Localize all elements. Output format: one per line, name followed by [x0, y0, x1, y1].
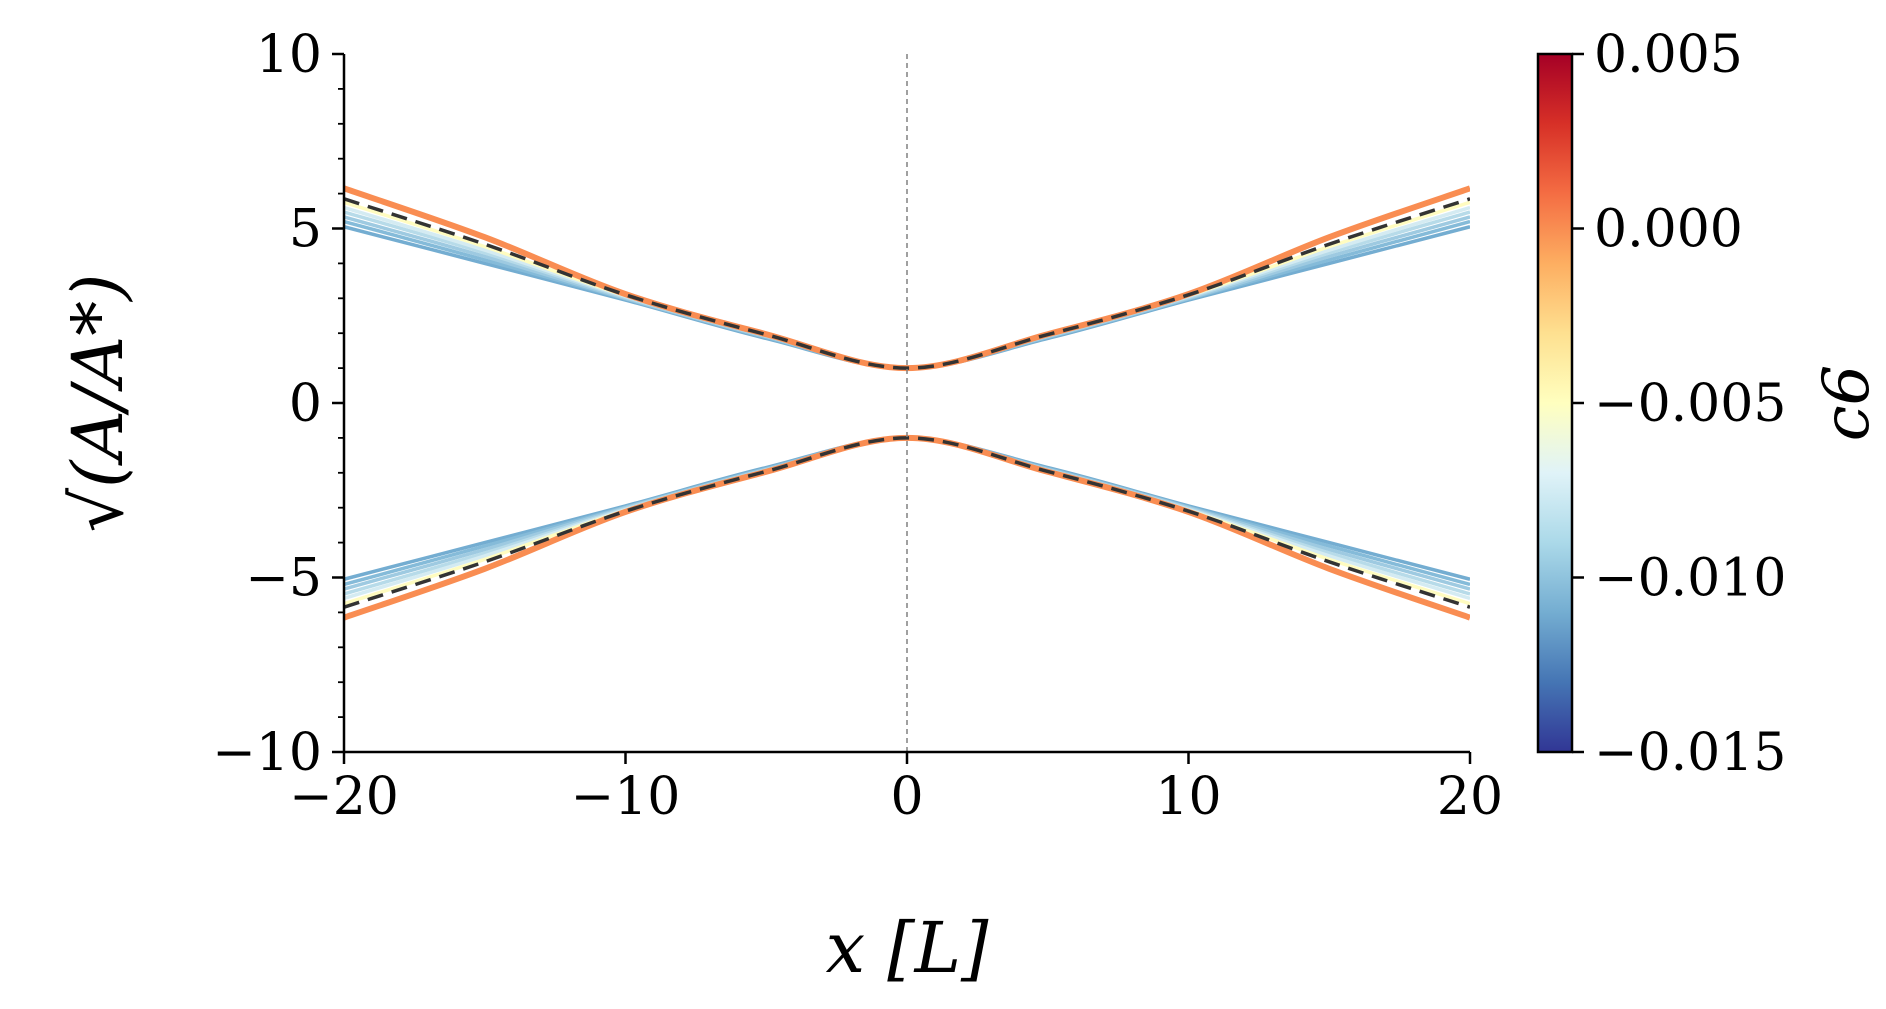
y-axis-ticks: 10 5 0 −5 −10	[212, 25, 344, 783]
colorbar-title: c6	[1810, 365, 1884, 442]
colorbar-tick-label: −0.005	[1594, 374, 1786, 434]
x-tick-label: −20	[289, 767, 399, 827]
x-tick-label: 10	[1155, 767, 1221, 827]
y-tick-label: 0	[289, 374, 322, 434]
y-tick-label: 10	[256, 25, 322, 85]
reference-curve-upper	[344, 197, 1470, 370]
reference-curve-lower	[344, 436, 1470, 609]
x-axis-title: x [L]	[826, 907, 990, 989]
x-tick-label: 20	[1437, 767, 1503, 827]
x-tick-label: 0	[890, 767, 923, 827]
colorbar-tick-label: −0.010	[1594, 549, 1786, 609]
colorbar-ticks: 0.005 0.000 −0.005 −0.010 −0.015	[1572, 25, 1786, 783]
x-tick-label: −10	[571, 767, 681, 827]
y-tick-label: −5	[245, 549, 322, 609]
y-tick-label: −10	[212, 723, 322, 783]
series-line-upper-6	[344, 185, 1470, 372]
colorbar-tick-label: 0.000	[1594, 200, 1743, 260]
y-axis-title: √(A/A*)	[57, 274, 139, 533]
reference-curve-layer	[344, 197, 1470, 609]
colorbar	[1536, 52, 1574, 754]
y-tick-label: 5	[289, 200, 322, 260]
colorbar-tick-label: 0.005	[1594, 25, 1743, 85]
series-line-lower-6	[344, 434, 1470, 621]
colorbar-tick-label: −0.015	[1594, 723, 1786, 783]
x-axis-ticks: −20 −10 0 10 20	[289, 752, 1503, 827]
